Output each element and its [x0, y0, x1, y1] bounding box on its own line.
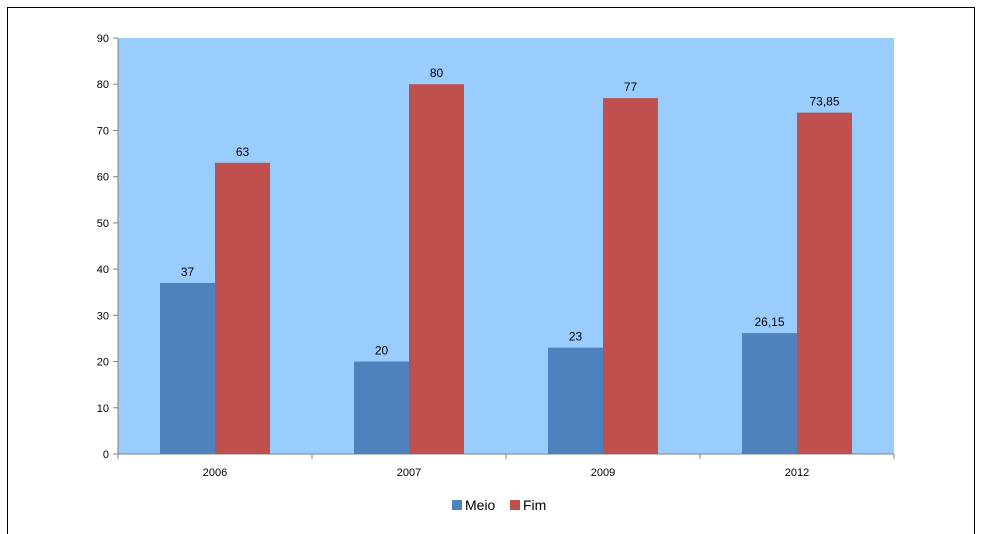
x-tick-label: 2006: [203, 467, 227, 479]
y-tick-label: 30: [97, 310, 109, 322]
bar-fim: [603, 98, 658, 454]
data-label: 77: [624, 80, 638, 94]
bar-fim: [215, 162, 270, 455]
bar-meio: [160, 282, 215, 454]
x-tick-label: 2007: [397, 467, 421, 479]
bar-meio: [354, 361, 409, 454]
y-tick-label: 0: [103, 449, 109, 461]
legend-label: Fim: [523, 497, 546, 513]
bar-meio: [742, 333, 797, 454]
data-label: 23: [569, 330, 583, 344]
y-tick-label: 40: [97, 264, 109, 276]
data-label: 20: [375, 344, 389, 358]
data-label: 63: [236, 145, 250, 159]
y-tick-label: 50: [97, 218, 109, 230]
x-tick-label: 2012: [785, 467, 809, 479]
data-label: 26,15: [754, 315, 784, 329]
x-tick-label: 2009: [591, 467, 615, 479]
legend-label: Meio: [465, 497, 496, 513]
bar-fim: [797, 112, 852, 454]
y-tick-label: 90: [97, 33, 109, 45]
y-tick-label: 80: [97, 79, 109, 91]
bar-fim: [409, 84, 464, 454]
legend-swatch-fim: [510, 500, 520, 510]
y-tick-label: 20: [97, 357, 109, 369]
bar-meio: [548, 347, 603, 454]
legend-swatch-meio: [452, 500, 462, 510]
data-label: 37: [181, 265, 195, 279]
data-label: 73,85: [809, 95, 839, 109]
y-tick-label: 60: [97, 172, 109, 184]
data-label: 80: [430, 66, 444, 80]
y-tick-label: 10: [97, 403, 109, 415]
y-tick-label: 70: [97, 125, 109, 137]
